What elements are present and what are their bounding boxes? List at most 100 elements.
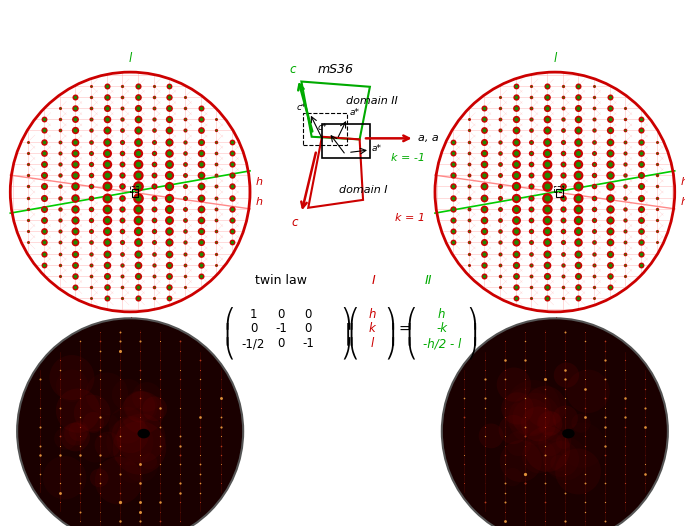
Bar xyxy=(322,124,370,158)
Text: 0: 0 xyxy=(277,308,284,321)
Ellipse shape xyxy=(124,391,155,422)
Ellipse shape xyxy=(553,362,579,388)
Ellipse shape xyxy=(49,355,95,400)
Ellipse shape xyxy=(522,439,556,473)
Ellipse shape xyxy=(95,432,121,458)
Bar xyxy=(129,186,138,193)
Text: -1: -1 xyxy=(275,322,287,336)
Text: -k: -k xyxy=(436,322,447,336)
Ellipse shape xyxy=(506,380,560,434)
Ellipse shape xyxy=(54,427,77,450)
Text: I: I xyxy=(371,274,375,287)
Ellipse shape xyxy=(74,394,110,431)
Text: h: h xyxy=(680,197,685,207)
Ellipse shape xyxy=(521,407,556,441)
Text: ⎜: ⎜ xyxy=(225,322,234,345)
Text: ⎞: ⎞ xyxy=(386,308,395,330)
Text: ⎟: ⎟ xyxy=(386,322,395,345)
Ellipse shape xyxy=(141,453,157,469)
Ellipse shape xyxy=(99,414,119,433)
Text: II: II xyxy=(425,274,432,287)
Ellipse shape xyxy=(525,426,570,472)
Text: =: = xyxy=(399,322,410,337)
Text: domain II: domain II xyxy=(346,96,398,106)
Ellipse shape xyxy=(68,421,89,441)
Text: k = -1: k = -1 xyxy=(390,154,425,164)
Text: h: h xyxy=(438,308,445,321)
Text: ⎛: ⎛ xyxy=(348,308,358,330)
Text: ⎜: ⎜ xyxy=(406,322,416,345)
Ellipse shape xyxy=(543,441,579,477)
Ellipse shape xyxy=(43,456,86,499)
Ellipse shape xyxy=(503,468,522,486)
Ellipse shape xyxy=(95,457,142,504)
Ellipse shape xyxy=(503,387,551,436)
Ellipse shape xyxy=(499,415,528,444)
Ellipse shape xyxy=(132,382,162,412)
Text: a*: a* xyxy=(349,108,360,117)
Text: k = 1: k = 1 xyxy=(395,214,425,224)
Ellipse shape xyxy=(56,389,100,433)
Ellipse shape xyxy=(479,423,503,448)
Bar xyxy=(132,189,138,197)
Ellipse shape xyxy=(435,72,675,312)
Ellipse shape xyxy=(553,406,578,431)
Text: -1: -1 xyxy=(302,337,314,350)
Ellipse shape xyxy=(112,421,166,474)
Text: 1: 1 xyxy=(250,308,257,321)
Text: 0: 0 xyxy=(305,322,312,336)
Text: l: l xyxy=(371,337,373,350)
Text: h: h xyxy=(369,308,375,321)
Text: domain I: domain I xyxy=(339,185,388,196)
Circle shape xyxy=(562,429,575,438)
Text: l: l xyxy=(129,317,132,330)
Text: c: c xyxy=(292,216,298,229)
Ellipse shape xyxy=(79,429,112,462)
Text: 0: 0 xyxy=(277,337,284,350)
Text: twin law: twin law xyxy=(255,274,307,287)
Ellipse shape xyxy=(506,431,531,456)
Text: l: l xyxy=(553,52,556,65)
Text: ⎞: ⎞ xyxy=(341,308,351,330)
Text: a*: a* xyxy=(371,144,382,154)
Text: c: c xyxy=(290,63,296,76)
Text: l: l xyxy=(129,52,132,65)
Ellipse shape xyxy=(90,469,108,487)
Ellipse shape xyxy=(442,318,668,526)
Ellipse shape xyxy=(10,72,250,312)
Circle shape xyxy=(138,429,150,438)
Text: k: k xyxy=(369,322,375,336)
Text: c*: c* xyxy=(318,123,327,132)
Ellipse shape xyxy=(64,422,87,446)
Ellipse shape xyxy=(566,370,610,413)
Ellipse shape xyxy=(551,455,567,472)
Ellipse shape xyxy=(106,418,153,466)
Ellipse shape xyxy=(538,432,562,456)
Text: ⎝: ⎝ xyxy=(348,337,358,360)
Ellipse shape xyxy=(125,449,158,482)
Ellipse shape xyxy=(61,422,90,451)
Ellipse shape xyxy=(501,392,534,424)
Text: l: l xyxy=(553,317,556,330)
Ellipse shape xyxy=(108,407,145,443)
Bar xyxy=(556,189,563,197)
Text: ⎜: ⎜ xyxy=(348,322,358,345)
Ellipse shape xyxy=(509,393,560,445)
Ellipse shape xyxy=(512,399,550,436)
Text: -1/2: -1/2 xyxy=(242,337,265,350)
Ellipse shape xyxy=(112,379,144,411)
Ellipse shape xyxy=(17,318,243,526)
Text: ⎠: ⎠ xyxy=(468,337,477,360)
Text: ⎛: ⎛ xyxy=(406,308,416,330)
Ellipse shape xyxy=(571,413,590,433)
Ellipse shape xyxy=(543,437,587,480)
Text: mS36: mS36 xyxy=(318,63,353,76)
Ellipse shape xyxy=(525,386,566,427)
Text: c*: c* xyxy=(297,103,306,112)
Ellipse shape xyxy=(497,368,531,402)
Text: h: h xyxy=(256,197,262,207)
Ellipse shape xyxy=(556,434,571,449)
Text: ⎠: ⎠ xyxy=(341,337,351,360)
Text: 0: 0 xyxy=(305,308,312,321)
Text: ⎠: ⎠ xyxy=(386,337,395,360)
